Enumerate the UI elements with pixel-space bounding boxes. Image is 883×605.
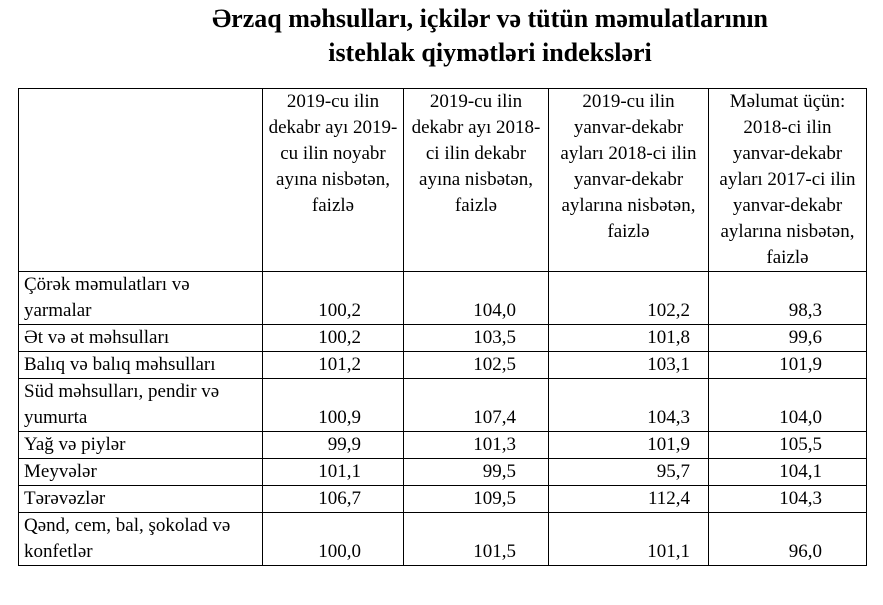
index-value: 104,3: [708, 485, 867, 513]
index-value: 100,0: [262, 512, 404, 566]
title-line: Ərzaq məhsulları, içkilər və tütün məmul…: [211, 4, 769, 33]
index-value: 109,5: [403, 485, 549, 513]
price-index-table: 2019-cu ilin dekabr ayı 2019-cu ilin noy…: [18, 88, 867, 566]
table-row: Süd məhsulları, pendir və yumurta 100,9 10…: [18, 378, 867, 432]
row-label: Süd məhsulları, pendir və yumurta: [18, 378, 263, 432]
index-value: 95,7: [548, 458, 709, 486]
index-value: 98,3: [708, 271, 867, 325]
index-value: 104,1: [708, 458, 867, 486]
index-value: 107,4: [403, 378, 549, 432]
title-line: istehlak qiymətləri indeksləri: [328, 38, 652, 67]
row-label: Tərəvəzlər: [18, 485, 263, 513]
index-value: 104,3: [548, 378, 709, 432]
index-value: 105,5: [708, 431, 867, 459]
row-label: Qənd, cem, bal, şokolad və konfetlər: [18, 512, 263, 566]
index-value: 101,8: [548, 324, 709, 352]
column-header: 2019-cu ilin dekabr ayı 2018-ci ilin dek…: [403, 88, 549, 272]
index-value: 104,0: [708, 378, 867, 432]
index-value: 101,3: [403, 431, 549, 459]
index-value: 101,2: [262, 351, 404, 379]
index-value: 104,0: [403, 271, 549, 325]
index-value: 99,5: [403, 458, 549, 486]
row-label: Balıq və balıq məhsulları: [18, 351, 263, 379]
table-row: Meyvələr 101,1 99,5 95,7 104,1: [18, 458, 867, 486]
index-value: 103,5: [403, 324, 549, 352]
index-value: 103,1: [548, 351, 709, 379]
index-value: 96,0: [708, 512, 867, 566]
index-value: 101,1: [548, 512, 709, 566]
index-value: 102,2: [548, 271, 709, 325]
table-row: Ət və ət məhsulları 100,2 103,5 101,8 99,6: [18, 324, 867, 352]
table-row: Balıq və balıq məhsulları 101,2 102,5 103,1…: [18, 351, 867, 379]
index-value: 101,9: [708, 351, 867, 379]
row-label: Meyvələr: [18, 458, 263, 486]
title: Ərzaq məhsulları, içkilər və tütün məmul…: [120, 2, 860, 70]
index-value: 106,7: [262, 485, 404, 513]
corner-cell: [18, 88, 263, 272]
index-value: 101,5: [403, 512, 549, 566]
index-value: 100,2: [262, 324, 404, 352]
table-row: Qənd, cem, bal, şokolad və konfetlər 100,…: [18, 512, 867, 566]
index-value: 101,9: [548, 431, 709, 459]
index-value: 99,6: [708, 324, 867, 352]
column-header: 2019-cu ilin dekabr ayı 2019-cu ilin noy…: [262, 88, 404, 272]
index-value: 99,9: [262, 431, 404, 459]
index-value: 100,2: [262, 271, 404, 325]
index-value: 102,5: [403, 351, 549, 379]
row-label: Yağ və piylər: [18, 431, 263, 459]
column-header: 2019-cu ilin yanvar-dekabr ayları 2018-c…: [548, 88, 709, 272]
row-label: Çörək məmulatları və yarmalar: [18, 271, 263, 325]
index-value: 112,4: [548, 485, 709, 513]
table-row: Tərəvəzlər 106,7 109,5 112,4 104,3: [18, 485, 867, 513]
index-value: 101,1: [262, 458, 404, 486]
index-value: 100,9: [262, 378, 404, 432]
row-label: Ət və ət məhsulları: [18, 324, 263, 352]
column-header: Məlumat üçün: 2018-ci ilin yanvar-dekabr…: [708, 88, 867, 272]
header-row: 2019-cu ilin dekabr ayı 2019-cu ilin noy…: [18, 88, 867, 272]
table-row: Yağ və piylər 99,9 101,3 101,9 105,5: [18, 431, 867, 459]
table-body: Çörək məmulatları və yarmalar 100,2 104,0 1…: [18, 271, 867, 566]
table-row: Çörək məmulatları və yarmalar 100,2 104,0 1…: [18, 271, 867, 325]
